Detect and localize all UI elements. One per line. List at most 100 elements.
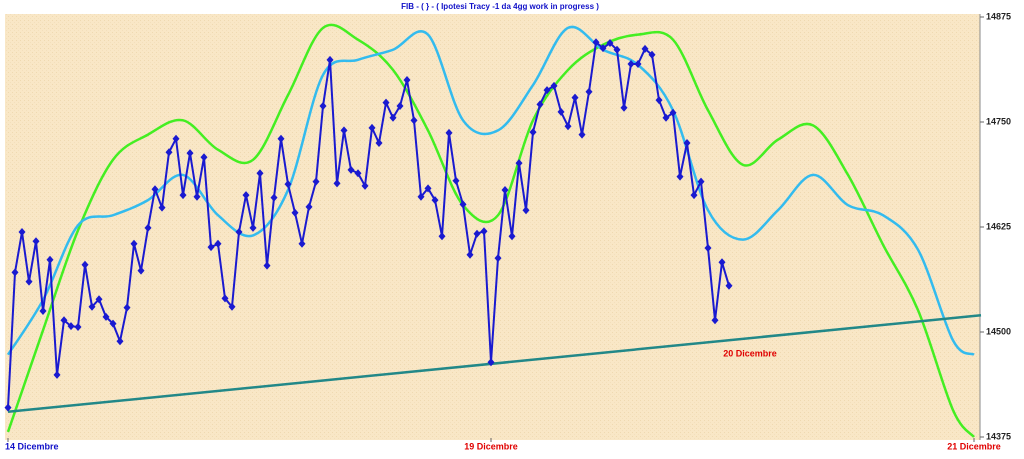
data-point (361, 181, 369, 190)
data-point (438, 232, 446, 241)
data-point (725, 281, 733, 290)
data-point (46, 255, 54, 264)
data-point (494, 254, 502, 263)
data-point (340, 126, 348, 135)
data-point (116, 337, 124, 346)
data-point (123, 303, 131, 312)
annotation: 20 Dicembre (723, 348, 777, 358)
data-point (53, 370, 61, 379)
data-point (585, 87, 593, 96)
y-tick-label: 14375 (986, 431, 1011, 441)
data-point (613, 45, 621, 54)
data-point (228, 302, 236, 311)
y-tick-label: 14500 (986, 326, 1011, 336)
data-point (214, 239, 222, 248)
data-point (487, 358, 495, 367)
data-point (11, 268, 19, 277)
data-point (690, 191, 698, 200)
data-point (711, 316, 719, 325)
data-point (249, 223, 257, 232)
data-point (424, 184, 432, 193)
data-point (445, 128, 453, 137)
data-point (221, 294, 229, 303)
data-point (235, 228, 243, 237)
data-point (662, 113, 670, 122)
data-point (130, 239, 138, 248)
data-point (536, 100, 544, 109)
data-point (186, 149, 194, 158)
data-point (410, 116, 418, 125)
data-point (578, 130, 586, 139)
data-point (620, 103, 628, 112)
x-tick-label: 19 Dicembre (464, 441, 518, 451)
data-point (81, 260, 89, 269)
y-tick-label: 14875 (986, 11, 1011, 21)
series-line (7, 313, 982, 414)
data-point (592, 38, 600, 47)
data-point (571, 93, 579, 102)
data-point (368, 123, 376, 132)
data-point (599, 44, 607, 53)
data-point (74, 322, 82, 331)
x-tick-label: 21 Dicembre (947, 441, 1001, 451)
data-point (676, 172, 684, 181)
data-point (88, 302, 96, 311)
data-point (67, 322, 75, 331)
chart-title: FIB - ( } - ( Ipotesi Tracy -1 da 4gg wo… (401, 2, 599, 11)
data-point (543, 86, 551, 95)
data-point (165, 148, 173, 157)
x-tick-label: 14 Dicembre (5, 441, 59, 451)
data-point (515, 159, 523, 168)
data-point (172, 134, 180, 143)
data-point (564, 122, 572, 131)
data-point (284, 180, 292, 189)
data-point (200, 153, 208, 162)
data-point (550, 81, 558, 90)
data-point (704, 244, 712, 252)
data-point (501, 186, 509, 195)
data-point (718, 258, 726, 267)
data-point (256, 169, 264, 178)
data-point (291, 208, 299, 217)
data-point (459, 200, 467, 209)
data-point (466, 250, 474, 259)
data-point (277, 134, 285, 143)
y-tick-label: 14625 (986, 221, 1011, 231)
data-point (242, 191, 250, 200)
data-point (648, 50, 656, 59)
data-point (32, 237, 40, 246)
data-point (508, 232, 516, 241)
data-point (382, 98, 390, 107)
data-point (263, 261, 271, 270)
data-point (207, 243, 215, 252)
data-point (333, 179, 341, 188)
data-point (137, 266, 145, 275)
data-point (669, 108, 677, 117)
data-point (144, 223, 152, 232)
data-point (375, 139, 383, 147)
data-point (305, 202, 313, 211)
data-point (655, 96, 663, 105)
y-tick-label: 14750 (986, 116, 1011, 126)
data-point (529, 128, 537, 137)
data-point (347, 165, 355, 174)
data-point (39, 307, 47, 315)
series-line (6, 25, 975, 356)
data-point (25, 277, 33, 286)
data-point (522, 206, 530, 215)
data-point (606, 39, 614, 48)
plot-area (5, 14, 980, 440)
data-point (18, 228, 26, 237)
data-point (417, 192, 425, 201)
data-point (319, 102, 327, 111)
data-point (179, 191, 187, 200)
data-point (158, 203, 166, 212)
data-point (641, 44, 649, 53)
data-point (480, 227, 488, 236)
data-point (298, 239, 306, 248)
data-point (109, 319, 117, 328)
data-point (151, 185, 159, 194)
data-point (270, 193, 278, 202)
data-point (627, 60, 635, 69)
data-point (354, 169, 362, 178)
